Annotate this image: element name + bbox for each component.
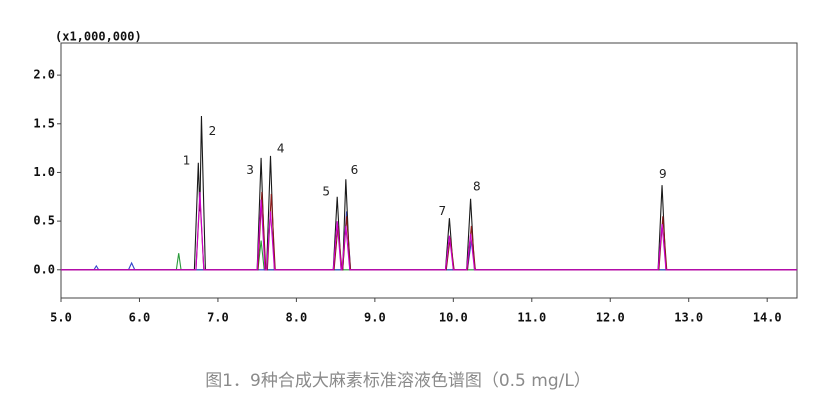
peak-label: 7: [439, 204, 447, 218]
peak-label: 5: [322, 184, 330, 198]
x-tick-label: 11.0: [517, 311, 546, 325]
y-tick-label: 2.0: [33, 68, 55, 82]
x-tick-label: 9.0: [364, 311, 386, 325]
caption: 图1．9种合成大麻素标准溶液色谱图（0.5 mg/L）: [205, 371, 591, 391]
y-tick-label: 1.0: [33, 165, 55, 179]
peak-label: 4: [277, 142, 285, 156]
peak-label: 6: [351, 163, 359, 177]
x-tick-label: 6.0: [129, 311, 151, 325]
x-tick-label: 12.0: [596, 311, 625, 325]
x-tick-label: 5.0: [50, 311, 72, 325]
chromatogram-trace: [61, 240, 797, 271]
plot-frame: [60, 42, 798, 299]
chromatogram-trace: [61, 191, 797, 271]
y-tick-label: 1.5: [33, 116, 55, 130]
peak-label: 3: [246, 163, 254, 177]
x-tick-label: 10.0: [439, 311, 468, 325]
unit-label: (x1,000,000): [55, 30, 142, 44]
x-tick-label: 14.0: [753, 311, 782, 325]
peak-label: 9: [659, 167, 667, 181]
x-tick-label: 7.0: [207, 311, 229, 325]
x-tick-label: 8.0: [286, 311, 308, 325]
y-tick-label: 0.0: [33, 262, 55, 276]
chromatogram-trace: [61, 211, 797, 271]
y-tick-label: 0.5: [33, 214, 55, 228]
chromatogram-trace: [61, 115, 797, 271]
peak-label: 8: [473, 180, 481, 194]
x-tick-label: 13.0: [674, 311, 703, 325]
peak-label: 2: [209, 124, 217, 138]
peak-label: 1: [183, 153, 191, 167]
chromatogram-trace: [61, 191, 797, 271]
